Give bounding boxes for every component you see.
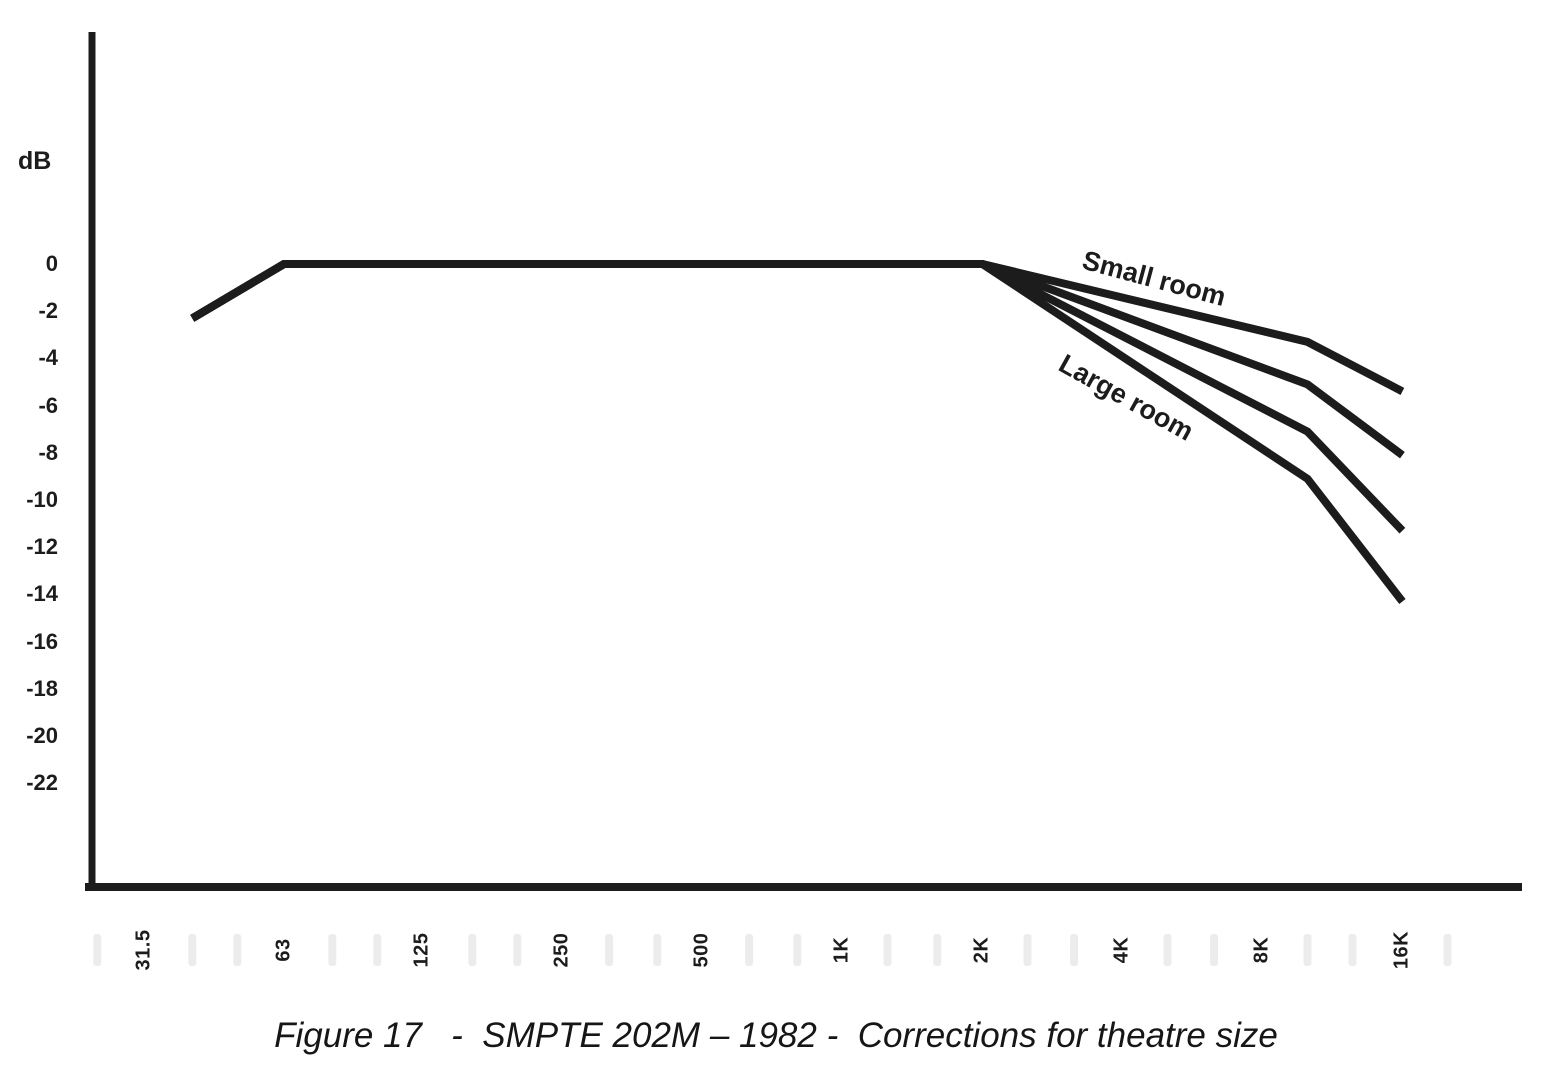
x-tick-label: 16K — [1390, 930, 1413, 970]
y-tick-label: -2 — [38, 298, 58, 324]
y-tick-label: -12 — [26, 534, 58, 560]
x-tick-label: 2K — [970, 936, 993, 964]
x-tick-label: 250 — [550, 932, 573, 968]
minor-tick-mark — [1023, 934, 1032, 966]
minor-tick-mark — [605, 934, 614, 966]
minor-tick-mark — [1303, 934, 1312, 966]
x-tick-label: 1K — [830, 936, 853, 964]
x-tick-label: 125 — [410, 932, 433, 968]
y-tick-label: -16 — [26, 628, 58, 654]
minor-tick-mark — [513, 934, 522, 966]
curve-large-room — [190, 260, 1406, 604]
minor-tick-mark — [328, 934, 337, 966]
figure-caption: Figure 17 - SMPTE 202M – 1982 - Correcti… — [274, 1016, 1278, 1055]
y-tick-label: -22 — [26, 770, 58, 796]
y-tick-label: 0 — [45, 251, 58, 276]
minor-tick-mark — [1210, 934, 1219, 966]
minor-tick-mark — [745, 934, 754, 966]
x-tick-label: 31.5 — [132, 929, 155, 971]
minor-tick-mark — [93, 934, 102, 966]
minor-tick-mark — [1070, 934, 1079, 966]
y-axis-title: dB — [18, 147, 52, 175]
x-tick-label: 8K — [1250, 936, 1273, 964]
minor-tick-mark — [1443, 934, 1452, 966]
y-tick-label: -6 — [38, 392, 58, 418]
x-tick-label: 4K — [1110, 936, 1133, 964]
minor-tick-mark — [373, 934, 382, 966]
minor-tick-mark — [883, 934, 892, 966]
y-tick-label: -20 — [26, 723, 58, 748]
y-tick-label: -8 — [38, 439, 58, 465]
minor-tick-mark — [233, 934, 242, 966]
minor-tick-mark — [933, 934, 942, 966]
y-tick-label: -10 — [26, 487, 58, 512]
x-tick-label: 500 — [690, 932, 713, 968]
minor-tick-mark — [1348, 934, 1357, 966]
y-tick-label: -18 — [26, 675, 58, 701]
minor-tick-mark — [653, 934, 662, 966]
minor-tick-mark — [793, 934, 802, 966]
minor-tick-mark — [468, 934, 477, 966]
x-tick-label: 63 — [272, 938, 295, 962]
y-tick-label: -4 — [38, 345, 58, 371]
minor-tick-mark — [188, 934, 197, 966]
y-tick-label: -14 — [26, 581, 58, 607]
minor-tick-mark — [1163, 934, 1172, 966]
